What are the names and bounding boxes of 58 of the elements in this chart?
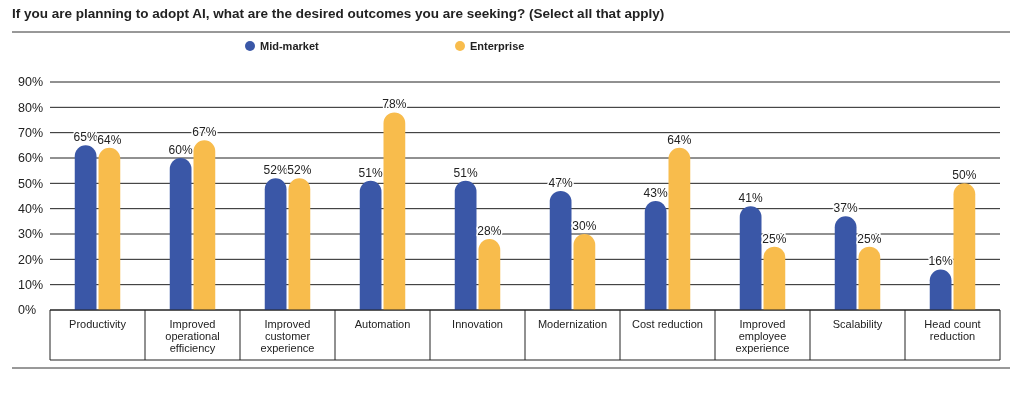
- bar: [288, 178, 311, 310]
- y-tick-label: 0%: [18, 303, 37, 318]
- y-tick-label: 40%: [18, 202, 44, 217]
- bar: [668, 147, 691, 310]
- bar: [478, 239, 501, 310]
- bar: [858, 246, 881, 310]
- y-tick-label: 80%: [18, 100, 44, 115]
- x-tick-label: Innovation: [452, 318, 503, 330]
- y-tick-label: 50%: [18, 176, 44, 191]
- chart-title: If you are planning to adopt AI, what are the desired outcomes you are seeking? (Select all that apply): [12, 6, 665, 21]
- data-label: 28%: [477, 224, 502, 239]
- data-label: 64%: [667, 132, 692, 147]
- x-tick-label: Improved employee experience: [735, 318, 790, 354]
- x-tick-label: Automation: [354, 318, 411, 330]
- x-tick-label: Scalability: [832, 318, 883, 330]
- data-label: 52%: [263, 163, 288, 178]
- legend-label: Mid-market: [260, 39, 320, 52]
- x-tick-label: Head count reduction: [924, 318, 981, 342]
- data-label: 64%: [97, 132, 122, 147]
- bar: [169, 158, 192, 310]
- bar: [549, 190, 572, 310]
- bar: [573, 234, 596, 310]
- data-label: 52%: [287, 163, 312, 178]
- x-tick-label: Improved operational efficiency: [165, 318, 220, 354]
- y-tick-label: 70%: [18, 126, 44, 141]
- x-tick-label: Cost reduction: [632, 318, 703, 330]
- data-label: 30%: [572, 219, 597, 233]
- bar: [359, 180, 382, 310]
- data-label: 65%: [73, 130, 98, 145]
- x-tick-label: Productivity: [69, 318, 127, 330]
- data-label: 51%: [358, 165, 383, 180]
- data-label: 41%: [738, 191, 763, 206]
- data-label: 25%: [857, 231, 882, 246]
- bar: [953, 183, 976, 310]
- bar: [264, 178, 287, 310]
- bar: [383, 112, 406, 310]
- y-tick-label: 20%: [18, 252, 44, 267]
- y-tick-label: 60%: [18, 151, 44, 166]
- data-label: 60%: [168, 143, 193, 157]
- data-label: 25%: [762, 231, 787, 246]
- bar: [644, 201, 667, 310]
- bar: [834, 216, 857, 310]
- legend-label: Enterprise: [470, 39, 525, 52]
- bar: [98, 147, 121, 310]
- bar: [929, 269, 952, 310]
- bar: [739, 206, 762, 310]
- data-label: 51%: [453, 165, 478, 180]
- x-tick-label: Modernization: [537, 318, 608, 330]
- y-tick-label: 10%: [18, 278, 44, 293]
- bar: [193, 140, 216, 310]
- y-tick-label: 30%: [18, 227, 44, 242]
- y-tick-label: 90%: [18, 75, 44, 90]
- data-label: 50%: [952, 168, 977, 183]
- data-label: 43%: [643, 186, 668, 201]
- bar: [454, 180, 477, 310]
- bar: [763, 246, 786, 310]
- x-tick-label: Improved customer experience: [260, 318, 315, 354]
- bar: [74, 145, 97, 310]
